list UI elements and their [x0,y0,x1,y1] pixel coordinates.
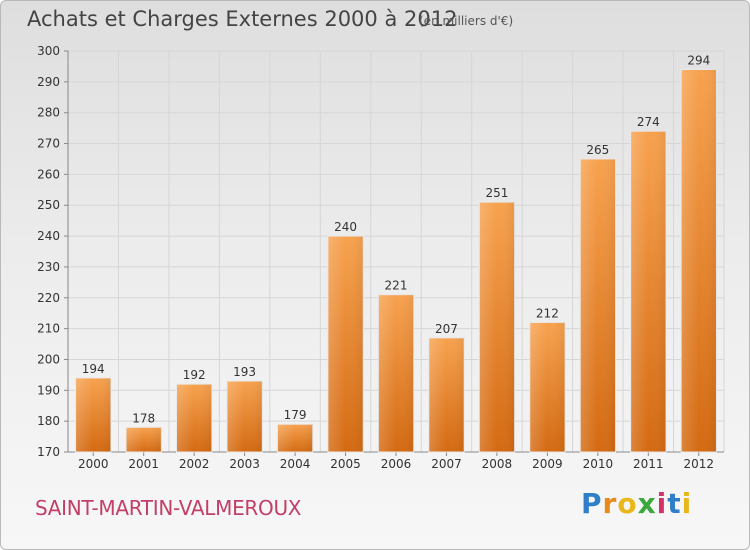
x-tick-label: 2012 [683,457,714,471]
x-tick-label: 2002 [179,457,210,471]
y-tick-label: 240 [37,229,60,243]
y-tick-label: 230 [37,260,60,274]
bar-shine [479,202,515,452]
y-tick-label: 280 [37,106,60,120]
bar-shine [277,424,313,452]
y-tick-label: 260 [37,167,60,181]
x-tick-label: 2000 [78,457,109,471]
brand-logo: Proxiti [581,487,692,520]
brand-letter: i [681,487,693,520]
y-tick-label: 180 [37,414,60,428]
x-tick-label: 2006 [381,457,412,471]
bar-shine [226,381,263,452]
data-label: 274 [637,115,660,129]
data-label: 251 [485,186,508,200]
x-tick-label: 2001 [128,457,159,471]
y-tick-label: 190 [37,383,60,397]
bar-shine [681,69,717,452]
x-tick-label: 2005 [330,457,361,471]
bar-shine [580,158,616,452]
y-tick-label: 170 [37,445,60,459]
chart-title: Achats et Charges Externes 2000 à 2012 [27,7,458,31]
brand-letter: o [617,487,638,520]
y-tick-label: 270 [37,137,60,151]
y-tick-label: 300 [37,44,60,58]
chart-subtitle: (en milliers d'€) [419,14,514,28]
x-tick-label: 2009 [532,457,563,471]
axes: 170 180 190 200 210 220 230 240 250 260 270 280 290 3… [37,44,724,471]
bar-shine [630,131,666,452]
y-tick-label: 290 [37,75,60,89]
bars [75,69,717,453]
data-label: 294 [687,54,710,68]
y-tick-label: 210 [37,322,60,336]
x-tick-label: 2007 [431,457,462,471]
brand-letter: r [602,487,618,520]
x-tick-label: 2008 [482,457,513,471]
data-label: 179 [284,408,307,422]
bar-shine [327,236,364,452]
bar-shine [176,384,212,452]
data-label: 240 [334,220,357,234]
brand-letter: x [637,487,657,520]
data-label: 178 [132,411,155,425]
x-tick-label: 2010 [583,457,614,471]
x-tick-label: 2011 [633,457,664,471]
place-name: SAINT-MARTIN-VALMEROUX [35,496,302,520]
bar-shine [378,294,414,452]
x-tick-label: 2004 [280,457,311,471]
bar-shine [529,322,566,452]
data-labels: 194 178 192 193 179 240 221 207 251 212 265 274 294 [82,54,710,426]
bar-shine [428,337,465,452]
bar-shine [75,377,111,452]
x-tick-label: 2003 [229,457,260,471]
data-label: 207 [435,322,458,336]
data-label: 192 [183,368,206,382]
bar-shine [126,427,162,452]
data-label: 194 [82,362,105,376]
brand-letter: i [656,487,668,520]
data-label: 265 [586,143,609,157]
data-label: 221 [385,279,408,293]
brand-letter: t [667,487,682,520]
y-tick-label: 250 [37,198,60,212]
y-tick-label: 200 [37,352,60,366]
y-tick-label: 220 [37,291,60,305]
data-label: 212 [536,306,559,320]
brand-letter: P [581,487,603,520]
data-label: 193 [233,365,256,379]
